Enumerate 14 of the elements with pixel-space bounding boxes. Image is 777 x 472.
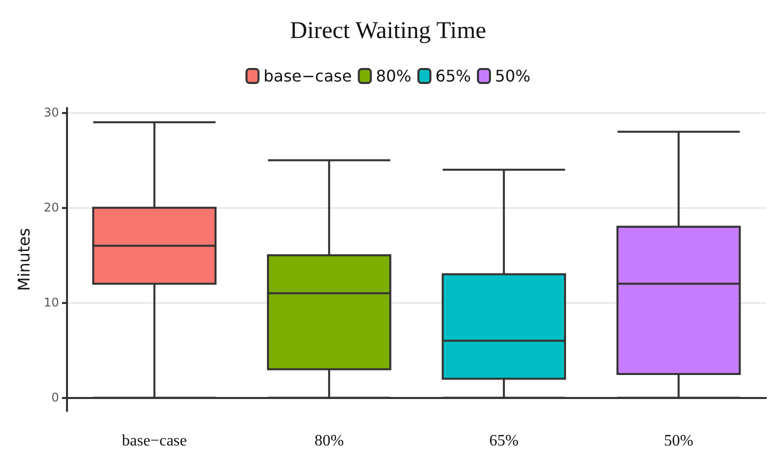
- x-tick-label: base−case: [122, 432, 187, 450]
- y-tick-label: 0: [51, 390, 59, 405]
- y-tick-label: 10: [44, 296, 59, 310]
- y-axis-title: Minutes: [14, 228, 34, 291]
- legend-label: 80%: [376, 66, 412, 86]
- chart-title: Direct Waiting Time: [290, 18, 486, 44]
- x-tick-label: 65%: [489, 432, 519, 450]
- x-tick-label: 80%: [314, 432, 344, 450]
- y-tick-label: 20: [44, 200, 59, 215]
- legend-label: 50%: [494, 66, 531, 86]
- legend-label: base−case: [263, 66, 352, 86]
- y-tick-label: 30: [44, 106, 59, 120]
- legend-label: 65%: [435, 66, 471, 86]
- x-tick-label: 50%: [664, 432, 694, 450]
